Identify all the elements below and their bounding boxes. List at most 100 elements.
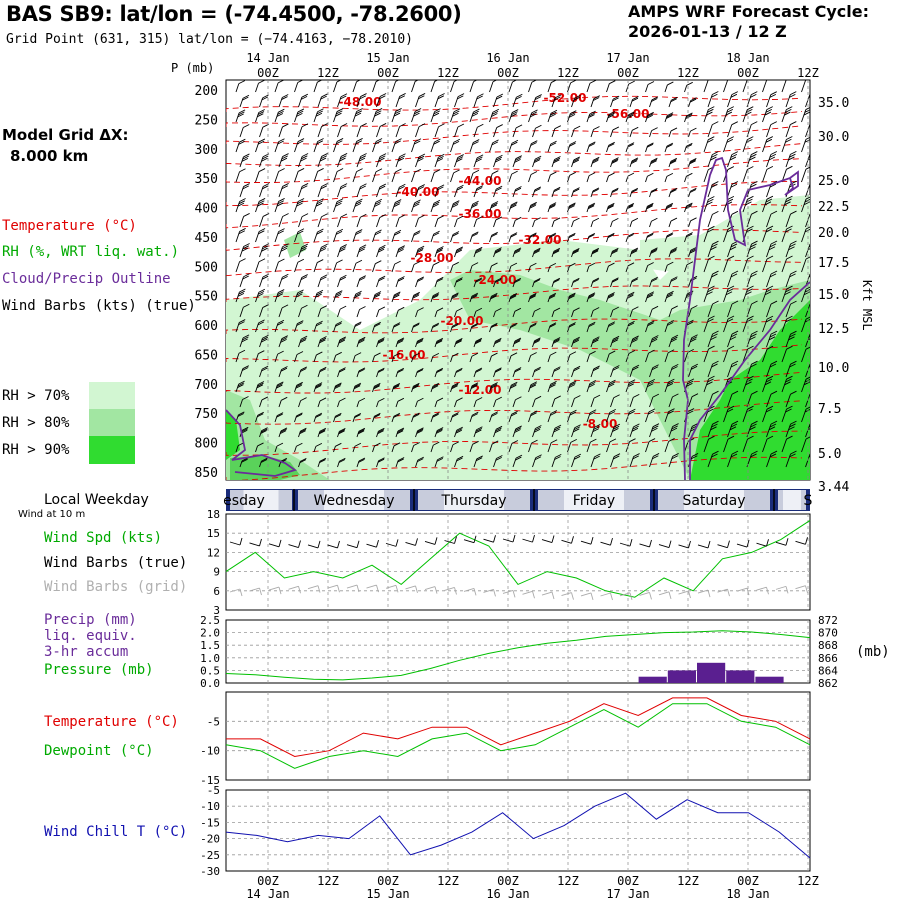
wind-barb-flag xyxy=(632,366,639,371)
wind-barb xyxy=(333,262,338,273)
wind-barb-flag xyxy=(334,414,342,418)
wind-barb xyxy=(785,213,791,228)
wind-barb-grid xyxy=(444,587,455,591)
wind-barb xyxy=(547,174,551,183)
wind-barb-flag xyxy=(492,80,498,83)
wind-barb xyxy=(742,288,748,303)
wind-barb-flag xyxy=(375,140,382,145)
wind-barb-flag xyxy=(475,277,483,282)
wind-barb-flag xyxy=(593,156,600,161)
wind-barb xyxy=(766,213,772,228)
wind-barb-flag xyxy=(339,305,347,310)
wind-barb-flag xyxy=(529,204,536,209)
wind-barb-flag xyxy=(708,255,715,260)
wind-barb-flag xyxy=(512,80,518,83)
wind-barb-flag xyxy=(788,156,795,161)
wind-barb-flag xyxy=(747,225,754,230)
wind-barb-flag xyxy=(495,307,502,312)
wind-barb xyxy=(762,438,768,453)
wind-barb-flag xyxy=(569,142,576,147)
wind-barb xyxy=(278,400,282,408)
wind-barb-flag xyxy=(336,140,343,145)
wind-barb xyxy=(629,309,633,318)
wind-barb xyxy=(391,355,395,363)
wind-barb xyxy=(411,81,416,93)
height-tick-label: 30.0 xyxy=(818,130,849,145)
wind-barb-flag xyxy=(471,382,479,387)
wind-barb-flag xyxy=(707,408,714,413)
wind-barb-flag xyxy=(731,450,739,455)
wind-barb-flag xyxy=(276,293,284,298)
wind-barb-flag xyxy=(354,414,361,418)
wind-barb-flag xyxy=(553,157,561,162)
top-date-label: 15 Jan xyxy=(366,51,409,65)
wind-barb-flag xyxy=(243,153,250,158)
wind-barb xyxy=(645,84,649,93)
wind-barb-flag xyxy=(765,228,773,233)
wind-barb-flag xyxy=(647,172,654,177)
wind-barb-flag xyxy=(238,80,246,85)
wind-tick-label: 3 xyxy=(213,604,220,617)
rh90-swatch xyxy=(89,436,135,464)
wind-barb-flag xyxy=(417,456,424,461)
wind-barb xyxy=(766,273,772,288)
wind-barb-flag xyxy=(612,217,619,222)
wind-barb xyxy=(629,130,633,138)
wind-barb xyxy=(547,355,551,363)
wind-barb-flag xyxy=(300,337,307,342)
wind-barb-flag xyxy=(765,138,773,143)
wind-barb-flag xyxy=(471,262,479,267)
wind-barb-flag xyxy=(708,106,715,110)
pressure-tick-label: 650 xyxy=(195,348,218,363)
wind-barb-flag xyxy=(809,153,810,155)
wind-barb xyxy=(766,333,772,348)
wind-barb-flag xyxy=(457,95,464,100)
wind-barb-true xyxy=(307,544,319,549)
wind-barb xyxy=(606,265,609,273)
wind-barb-flag xyxy=(317,80,323,83)
wind-barb-flag xyxy=(592,159,599,164)
legend-wind: Wind Barbs (kts) (true) xyxy=(2,298,196,314)
wind-barb-flag xyxy=(765,288,773,293)
wind-barb xyxy=(391,171,396,183)
wind-barb-flag xyxy=(632,455,639,460)
wind-barb-flag xyxy=(296,202,303,207)
wind-barb-flag xyxy=(646,294,654,299)
wind-barb-flag xyxy=(258,200,265,205)
wind-barb-flag xyxy=(378,397,385,402)
wind-barb-flag xyxy=(588,114,595,118)
wind-barb-flag xyxy=(375,80,381,82)
precip-bar xyxy=(667,670,696,683)
wind-barb-flag xyxy=(633,423,640,428)
wind-barb-flag xyxy=(471,322,479,327)
wind-barb xyxy=(785,364,791,378)
wind-barb-flag xyxy=(665,205,673,210)
wind-barb-flag xyxy=(803,381,810,386)
wind-barb-flag xyxy=(476,426,483,431)
wind-barb-flag xyxy=(630,160,638,165)
wind-barb-flag xyxy=(239,168,246,173)
wind-barb-true-flag xyxy=(512,534,516,543)
wind-barb-flag xyxy=(355,290,362,295)
wind-barb-true-flag xyxy=(746,539,750,548)
wind-barb-flag xyxy=(690,338,697,343)
wind-barb-flag xyxy=(708,435,715,440)
wind-barb-flag xyxy=(805,256,810,260)
wind-barb xyxy=(703,169,709,183)
wind-barb xyxy=(785,94,791,108)
wind-barb xyxy=(649,130,653,138)
wind-barb xyxy=(723,258,729,273)
wind-barb xyxy=(395,310,399,318)
wind-barb-flag xyxy=(258,258,266,263)
wind-barb-flag xyxy=(627,322,635,327)
wind-barb-flag xyxy=(277,230,284,235)
wind-barb-flag xyxy=(666,112,674,117)
wind-barb-flag xyxy=(413,291,420,296)
wind-barb-flag xyxy=(339,457,346,462)
wind-barb xyxy=(489,265,492,273)
wind-barb-flag xyxy=(510,294,517,298)
wind-barb xyxy=(415,310,419,318)
wind-tick-label: 12 xyxy=(207,546,220,559)
wind-barb xyxy=(801,139,807,153)
wind-barb-flag xyxy=(631,339,638,343)
